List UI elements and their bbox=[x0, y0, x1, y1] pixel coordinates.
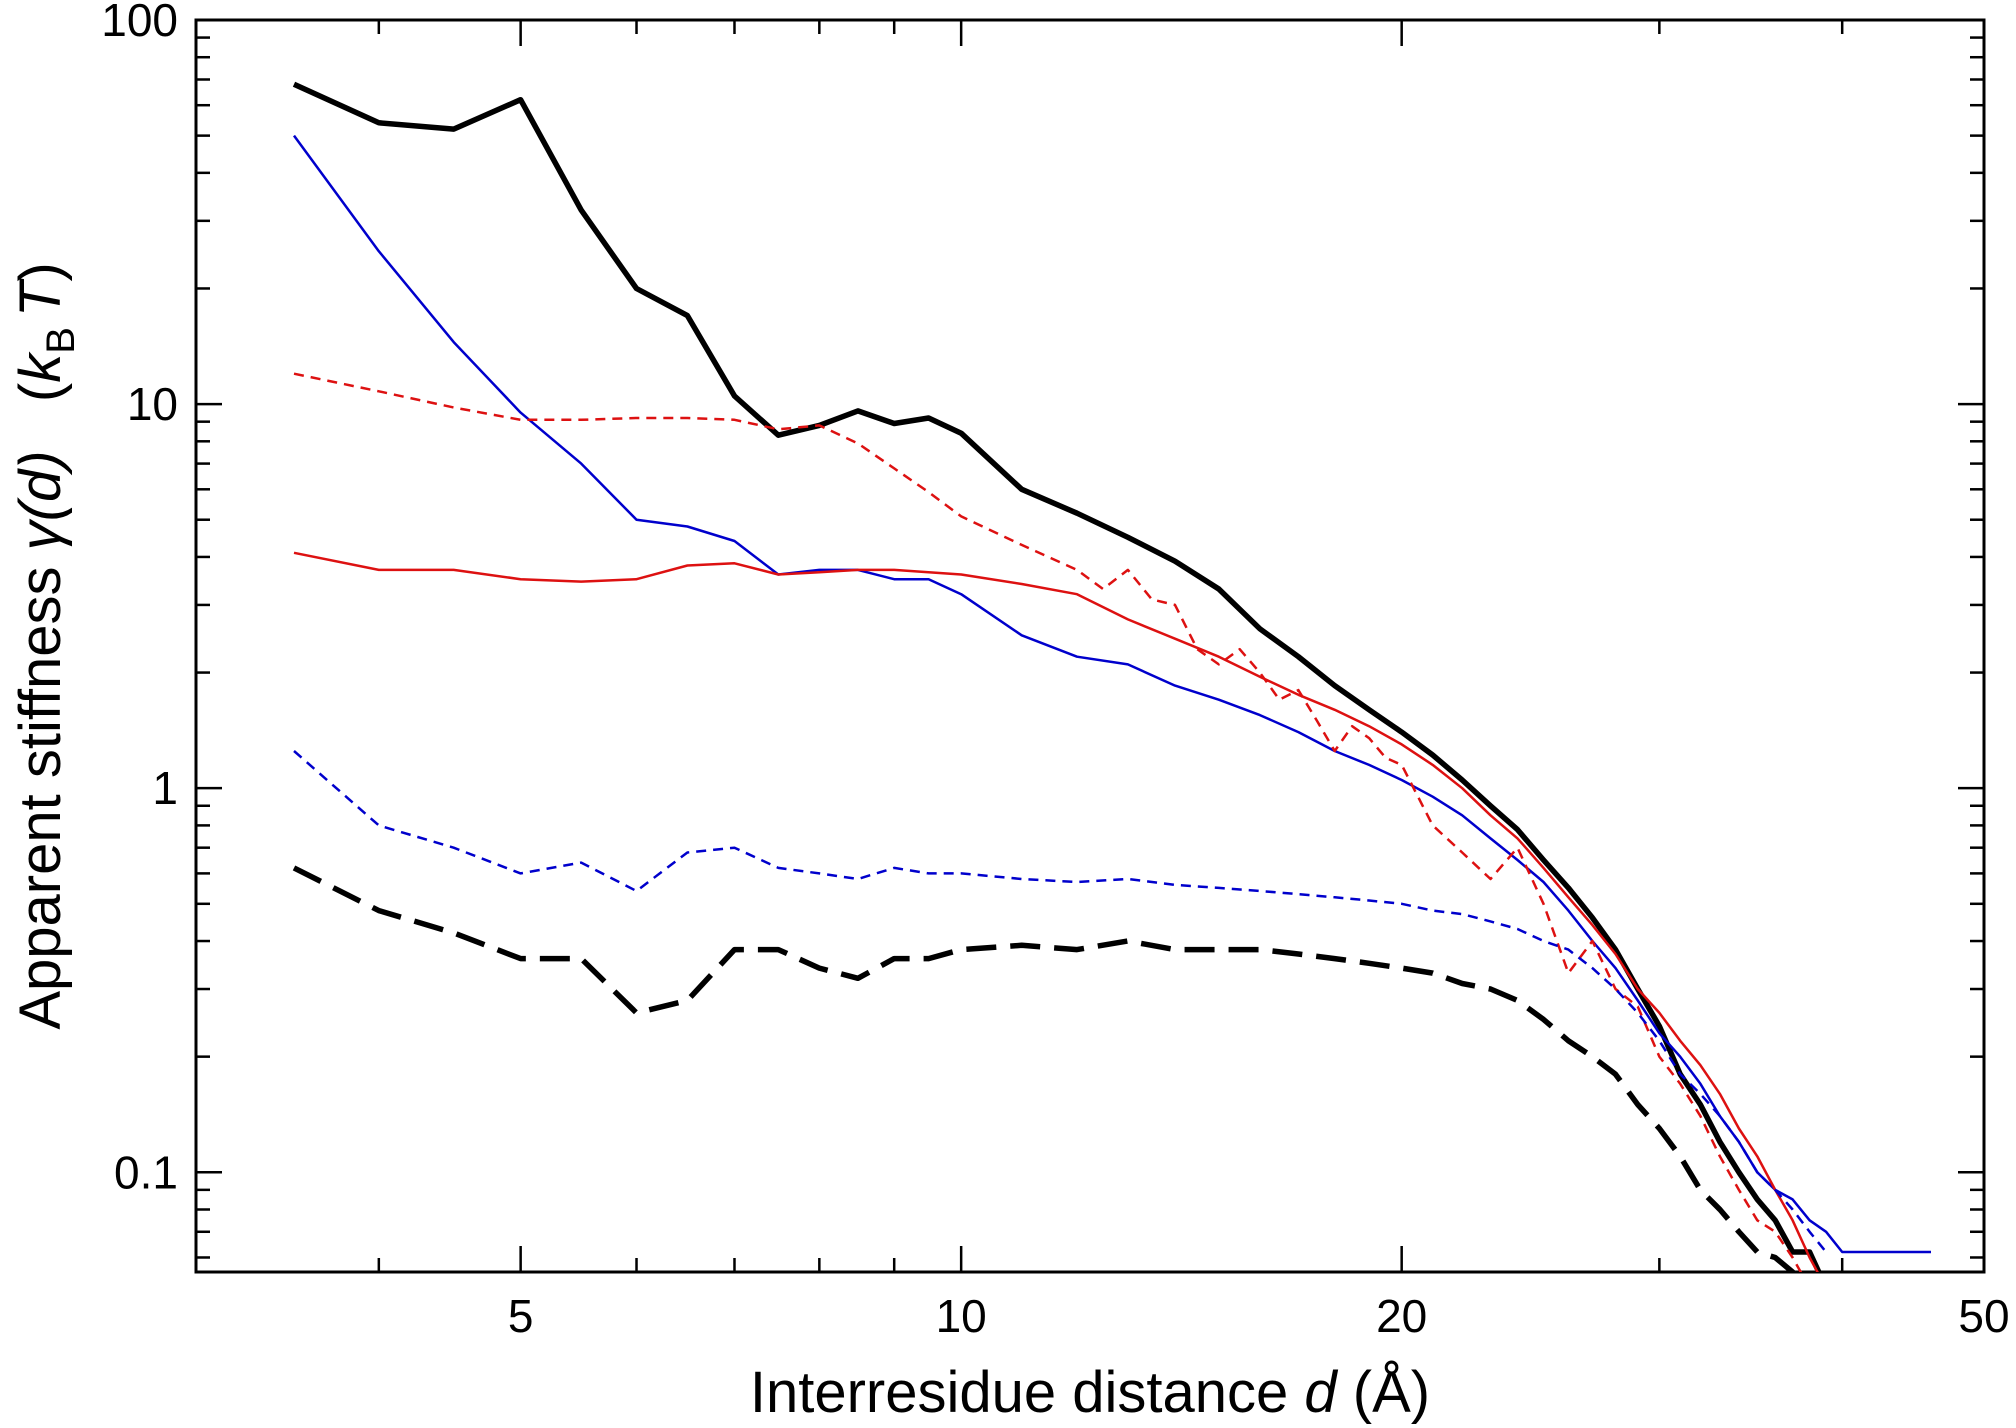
series-line-1 bbox=[292, 81, 1822, 1272]
series-line-4 bbox=[293, 372, 1803, 1272]
y-tick-label: 10 bbox=[127, 378, 178, 430]
series-line-5 bbox=[293, 750, 1828, 1253]
x-tick-label: 5 bbox=[508, 1290, 534, 1342]
series-line-6 bbox=[292, 865, 1797, 1272]
y-tick-label: 1 bbox=[152, 762, 178, 814]
x-tick-label: 50 bbox=[1958, 1290, 2009, 1342]
x-tick-label: 20 bbox=[1376, 1290, 1427, 1342]
series-line-3 bbox=[293, 551, 1819, 1272]
y-axis-title: Apparent stiffness γ(d) (kBT) bbox=[8, 262, 83, 1029]
y-tick-label: 0.1 bbox=[114, 1146, 178, 1198]
axis-ticks bbox=[194, 18, 1986, 1272]
plot-area-frame bbox=[194, 18, 1986, 1274]
tick-labels: 5 10 20 50 0.1 1 10 100 bbox=[101, 0, 2009, 1342]
series-layer bbox=[292, 81, 1931, 1272]
x-tick-label: 10 bbox=[936, 1290, 987, 1342]
x-axis-title: Interresidue distance d (Å) bbox=[750, 1360, 1430, 1425]
y-tick-label: 100 bbox=[101, 0, 178, 46]
